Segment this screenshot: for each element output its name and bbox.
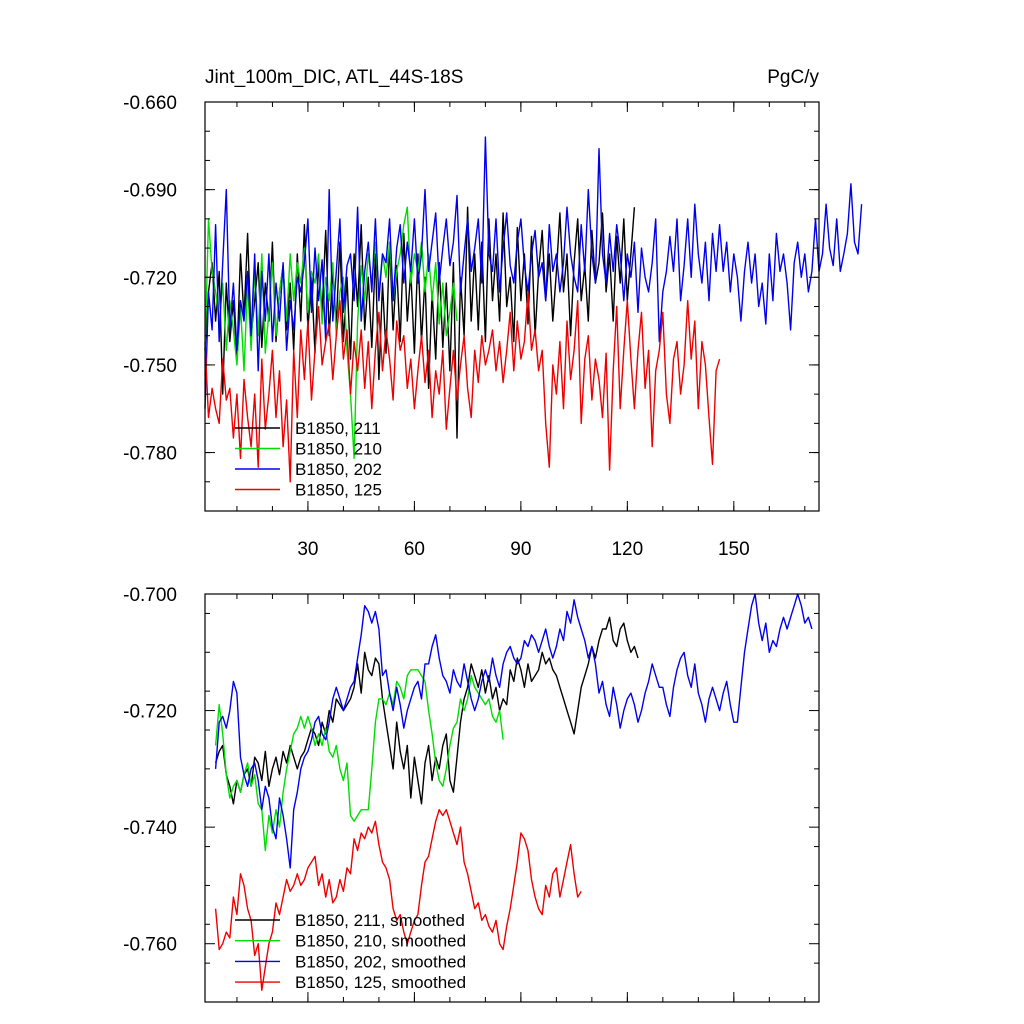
bottom-ytick-label: -0.740 xyxy=(123,818,177,839)
top-xtick-label: 90 xyxy=(510,539,531,560)
top-ytick-label: -0.780 xyxy=(123,444,177,465)
top-xtick-label: 120 xyxy=(611,539,643,560)
bottom-panel: -0.700 -0.720 -0.740 -0.760 B1850, 211, smo… xyxy=(123,585,820,1003)
bottom-legend: B1850, 211, smoothed B1850, 210, smoothed… xyxy=(235,911,466,992)
top-series-line-b1850-125 xyxy=(204,291,721,483)
bottom-plot-frame xyxy=(204,593,820,1003)
bottom-series-line-b1850-125-smoothed xyxy=(214,809,582,991)
top-series-line-b1850-210 xyxy=(204,206,458,460)
top-legend-label: B1850, 125 xyxy=(295,481,382,500)
bottom-ytick-label: -0.700 xyxy=(123,585,177,606)
bottom-ytick-label: -0.720 xyxy=(123,702,177,723)
bottom-legend-label: B1850, 211, smoothed xyxy=(295,911,465,930)
top-xtick-label: 30 xyxy=(297,539,318,560)
chart-title: Jint_100m_DIC, ATL_44S-18S xyxy=(205,67,463,88)
top-legend-label: B1850, 211 xyxy=(295,419,381,438)
bottom-series-line-b1850-211-smoothed xyxy=(214,616,639,805)
bottom-series-group xyxy=(214,593,813,991)
bottom-legend-label: B1850, 210, smoothed xyxy=(295,932,466,951)
top-legend-label: B1850, 210 xyxy=(295,440,382,459)
top-ytick-label: -0.660 xyxy=(123,93,177,114)
bottom-ticks-group: -0.700 -0.720 -0.740 -0.760 xyxy=(123,585,819,1003)
top-xtick-label: 150 xyxy=(718,539,750,560)
top-legend-label: B1850, 202 xyxy=(295,460,382,479)
top-series-group xyxy=(204,136,863,483)
units-label: PgC/y xyxy=(767,67,819,88)
bottom-ytick-label: -0.760 xyxy=(123,935,177,956)
bottom-series-line-b1850-210-smoothed xyxy=(214,669,504,852)
top-ticks-group: -0.660 -0.690 -0.720 -0.750 -0.780 30 60 90 120 1… xyxy=(123,93,819,560)
top-series-line-b1850-202 xyxy=(204,136,863,409)
top-xtick-label: 60 xyxy=(404,539,425,560)
top-ytick-label: -0.750 xyxy=(123,356,177,377)
top-ytick-label: -0.720 xyxy=(123,268,177,289)
bottom-legend-label: B1850, 202, smoothed xyxy=(295,952,466,971)
bottom-series-line-b1850-202-smoothed xyxy=(214,593,813,869)
top-ytick-label: -0.690 xyxy=(123,181,177,202)
bottom-legend-label: B1850, 125, smoothed xyxy=(295,973,466,992)
top-panel: Jint_100m_DIC, ATL_44S-18S PgC/y -0.660-… xyxy=(123,67,863,560)
